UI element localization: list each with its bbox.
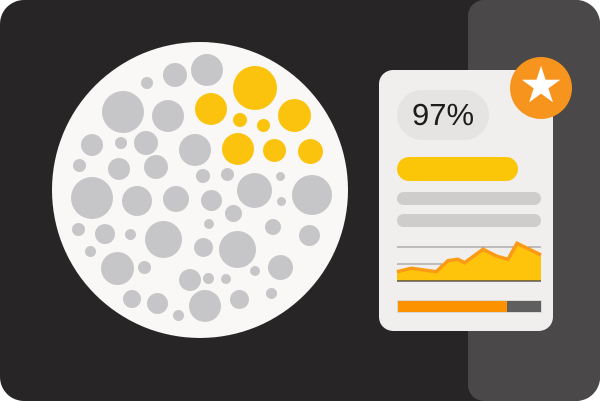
bubble (265, 219, 281, 235)
stats-card: 97% (379, 70, 553, 331)
bubble (71, 177, 113, 219)
bubble (196, 169, 210, 183)
bubble (193, 237, 213, 257)
bubble (189, 290, 221, 322)
score-badge: 97% (397, 90, 489, 140)
bubble (221, 274, 231, 284)
bubble (124, 228, 136, 240)
bubble (298, 224, 320, 246)
bubble (256, 118, 270, 132)
bubble (276, 196, 286, 206)
bubble (220, 167, 234, 181)
bubble (144, 155, 168, 179)
progress-remainder (506, 301, 541, 312)
bubble (102, 91, 144, 133)
bubble (146, 292, 168, 314)
bubble (163, 186, 189, 212)
bubble (236, 172, 272, 208)
bubble (144, 220, 182, 258)
bubble (81, 134, 103, 156)
bubble (71, 222, 85, 236)
bubble (108, 158, 130, 180)
bubble (297, 138, 323, 164)
progress-fill (398, 301, 507, 312)
bubble (224, 204, 242, 222)
bubble (275, 171, 285, 181)
bubble (100, 251, 134, 285)
bubble (229, 289, 249, 309)
bubble (179, 269, 201, 291)
bubble (95, 224, 115, 244)
bubble (267, 254, 293, 280)
progress-bar (397, 300, 542, 313)
bubble (250, 266, 260, 276)
bubble (152, 100, 184, 132)
star-badge: ★ (510, 57, 572, 119)
bubble (122, 186, 152, 216)
score-value: 97% (411, 97, 475, 132)
bubble (202, 272, 214, 284)
bubble (72, 158, 86, 172)
bubble (204, 219, 214, 229)
bubble (222, 133, 254, 165)
bubble (200, 189, 222, 211)
bubble (123, 290, 141, 308)
bubble (84, 245, 96, 257)
bubble (262, 138, 286, 162)
text-placeholder-bar (397, 214, 541, 227)
bubble (265, 287, 277, 299)
bubble (292, 175, 332, 215)
bubble-chart (52, 42, 348, 338)
bubble (195, 93, 227, 125)
bubble (233, 113, 247, 127)
bubble (179, 134, 211, 166)
bubble (163, 63, 187, 87)
text-placeholder-bar (397, 192, 541, 205)
bubble (233, 66, 277, 110)
bubble (141, 77, 153, 89)
bubble (134, 131, 158, 155)
bubble (277, 98, 311, 132)
bubble (137, 260, 151, 274)
star-icon: ★ (518, 56, 564, 114)
highlight-bar (397, 157, 518, 181)
area-chart (396, 241, 542, 282)
bubble (191, 54, 223, 86)
bubble (218, 230, 256, 268)
bubble (172, 309, 184, 321)
bubble (115, 137, 127, 149)
